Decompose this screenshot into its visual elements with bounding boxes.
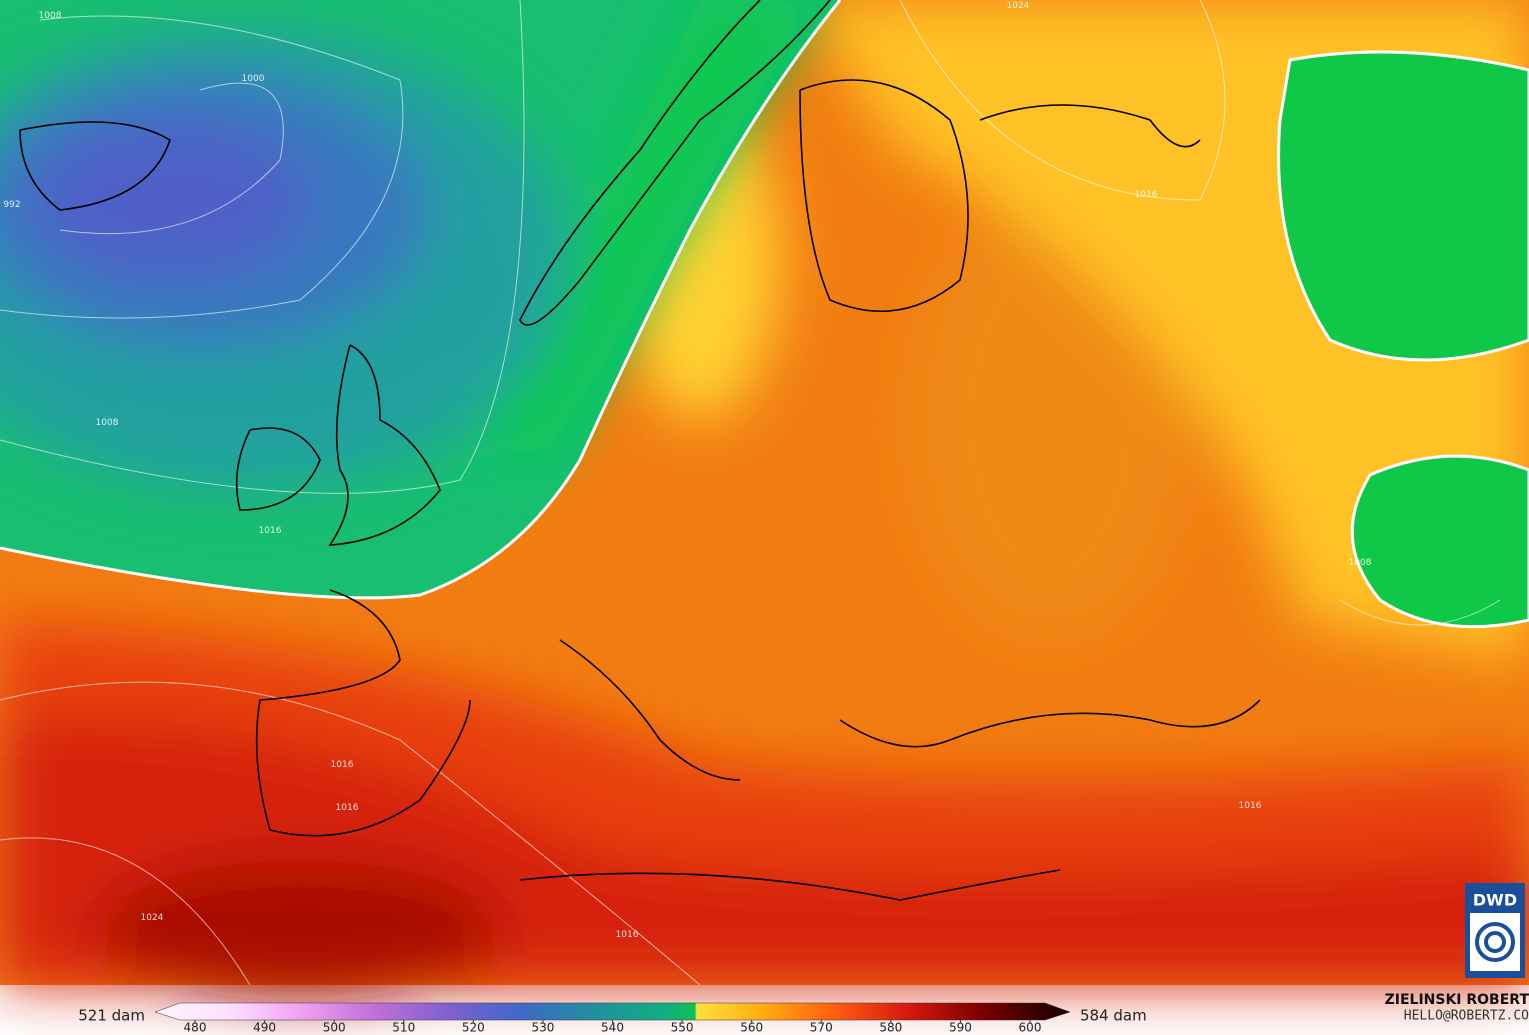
tick-label: 490 [253,1021,276,1035]
low-height-region [1277,50,1529,362]
tick-label: 590 [949,1021,972,1035]
low-core [0,0,820,490]
isobar-label: 992 [3,200,20,210]
isobar-label: 1008 [39,11,62,21]
dwd-logo: DWD [1465,883,1525,978]
isobar-label: 1024 [141,913,164,923]
legend-max-label: 584 dam [1080,1007,1147,1025]
credit-name: ZIELINSKI ROBERT [1385,992,1529,1008]
isobar-labels: 1008 1000 992 1008 1016 1024 1016 1008 1016 1016 1… [3,1,1371,940]
tick-label: 600 [1019,1021,1042,1035]
color-bar [154,1002,1071,1021]
tick-label: 550 [671,1021,694,1035]
isobar-label: 1024 [1007,1,1030,11]
isobar-label: 1016 [1135,190,1158,200]
logo-text: DWD [1473,891,1517,910]
color-bar-ticks: 480 490 500 510 520 530 540 550 560 570 580 590 600 [184,1020,1042,1035]
map: 1008 1000 992 1008 1016 1024 1016 1008 1016 1016 1… [0,0,1529,1000]
legend: 521 dam 584 dam 480 490 500 510 520 530 540 550… [78,1002,1147,1035]
low-height-region [1350,454,1529,629]
coastlines [19,0,1261,901]
isobar-label: 1000 [242,74,265,84]
isobar-label: 1016 [259,526,282,536]
isobar-label: 1016 [1239,801,1262,811]
tick-label: 530 [531,1021,554,1035]
legend-min-label: 521 dam [78,1007,145,1025]
tick-label: 520 [462,1021,485,1035]
height-field [0,0,1529,1000]
tick-label: 580 [879,1021,902,1035]
contour [0,0,842,600]
isobar-label: 1008 [96,418,119,428]
tick-label: 480 [184,1021,207,1035]
tick-label: 510 [392,1021,415,1035]
isobars [0,0,1501,986]
isobar-label: 1016 [331,760,354,770]
tick-label: 560 [740,1021,763,1035]
credit-email: HELLO@ROBERTZ.CO [1404,1009,1529,1024]
isobar-label: 1016 [336,803,359,813]
tick-label: 500 [323,1021,346,1035]
isobar-label: 1016 [616,930,639,940]
tick-label: 570 [810,1021,833,1035]
isobar-label: 1008 [1349,558,1372,568]
tick-label: 540 [601,1021,624,1035]
